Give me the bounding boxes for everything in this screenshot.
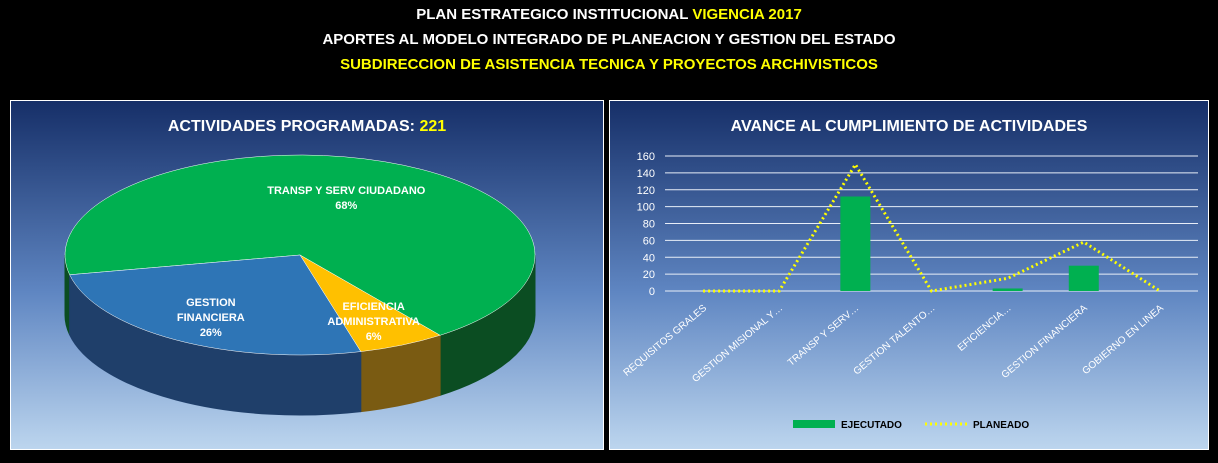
x-tick-label: GESTION FINANCIERA <box>1000 303 1090 381</box>
y-tick-label: 100 <box>637 202 655 214</box>
title-text: ACTIVIDADES PROGRAMADAS: <box>167 118 415 135</box>
pie-label-value: 6% <box>365 330 382 343</box>
x-tick-label: GOBIERNO EN LINEA <box>1080 303 1166 377</box>
bar <box>840 196 871 291</box>
legend-label: EJECUTADO <box>841 420 902 431</box>
header-text: PLAN ESTRATEGICO INSTITUCIONAL <box>416 6 689 23</box>
pie-label-value: 26% <box>199 327 222 340</box>
combo-panel <box>609 100 1209 450</box>
header-line: APORTES AL MODELO INTEGRADO DE PLANEACIO… <box>322 31 896 48</box>
x-tick-label: GESTION TALENTO… <box>852 303 938 378</box>
x-tick-label: GESTION MISIONAL Y… <box>690 303 785 385</box>
pie-title: ACTIVIDADES PROGRAMADAS: 221 <box>10 118 604 136</box>
header-highlight: VIGENCIA 2017 <box>692 6 802 23</box>
y-tick-label: 0 <box>649 286 655 298</box>
pie-label: EFICIENCIA ADMINISTRATIVA 6% <box>324 300 424 345</box>
legend-swatch <box>793 420 835 428</box>
pie-label-name: GESTION FINANCIERA <box>176 297 245 325</box>
line <box>703 161 1161 293</box>
x-tick-label: EFICIENCIA… <box>956 303 1014 354</box>
y-tick-label: 80 <box>643 219 655 231</box>
y-tick-label: 20 <box>643 269 655 281</box>
y-tick-label: 60 <box>643 235 655 247</box>
y-tick-label: 140 <box>637 168 655 180</box>
bar <box>992 288 1023 291</box>
pie-label-name: EFICIENCIA ADMINISTRATIVA <box>327 300 420 328</box>
y-tick-label: 40 <box>643 252 655 264</box>
pie-label: TRANSP Y SERV CIUDADANO 68% <box>246 184 446 214</box>
pie-slice <box>69 254 362 356</box>
y-tick-label: 160 <box>637 151 655 163</box>
header-line: SUBDIRECCION DE ASISTENCIA TECNICA Y PRO… <box>340 56 878 73</box>
bar <box>1068 265 1099 291</box>
combo-title: AVANCE AL CUMPLIMIENTO DE ACTIVIDADES <box>730 118 1088 135</box>
pie-slice <box>64 154 536 336</box>
x-tick-label: REQUISITOS GRALES <box>622 303 710 379</box>
total: 221 <box>419 118 447 135</box>
pie-label: GESTION FINANCIERA 26% <box>161 296 261 341</box>
header-line: PLAN ESTRATEGICO INSTITUCIONAL VIGENCIA … <box>0 6 1218 23</box>
x-tick-label: TRANSP Y SERV… <box>786 303 861 369</box>
y-tick-label: 120 <box>637 185 655 197</box>
pie-label-name: TRANSP Y SERV CIUDADANO <box>267 184 426 197</box>
legend-label: PLANEADO <box>973 420 1029 431</box>
pie-label-value: 68% <box>335 199 358 212</box>
